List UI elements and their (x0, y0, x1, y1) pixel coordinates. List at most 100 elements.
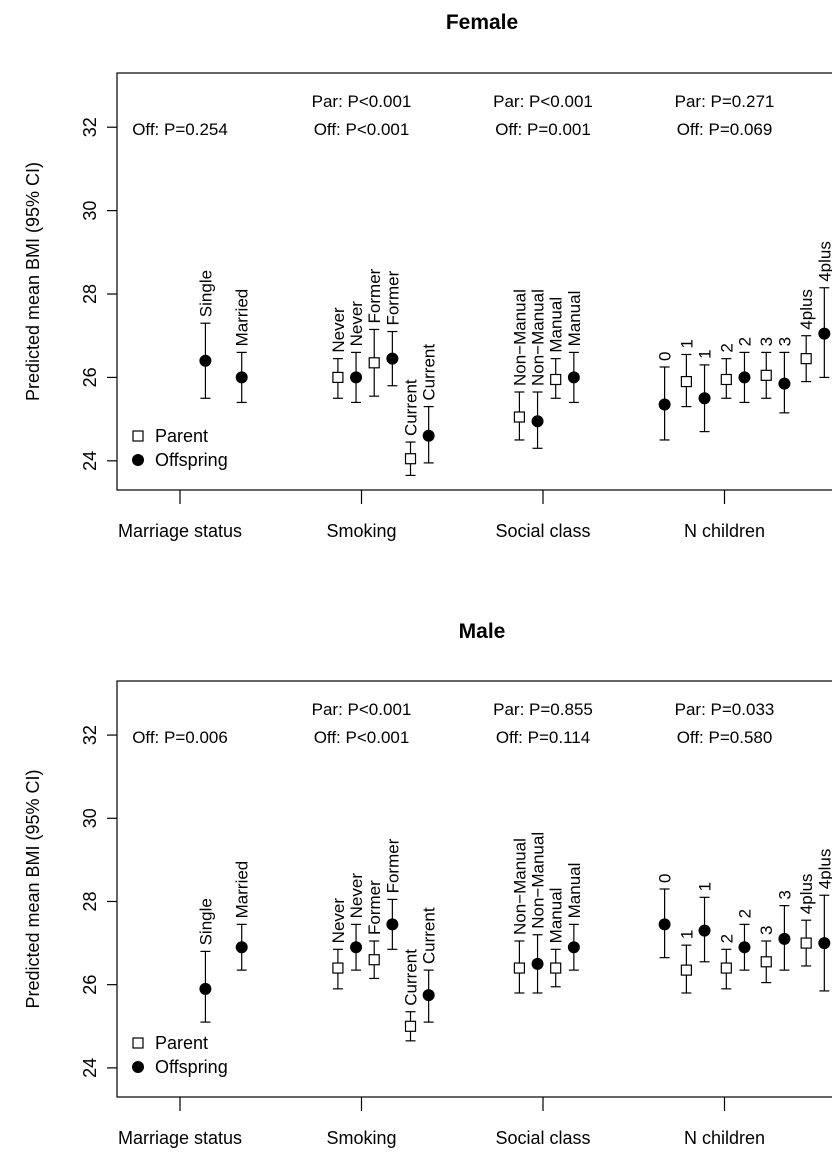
point-label: Never (347, 873, 366, 919)
offspring-point (698, 924, 711, 937)
x-group-label: N children (684, 1128, 765, 1148)
offspring-point (778, 932, 791, 945)
point-label: 4plus (797, 874, 816, 915)
legend-parent-label: Parent (155, 426, 208, 446)
parent-point (720, 962, 732, 974)
point-label: Former (383, 270, 402, 325)
offspring-point (738, 941, 751, 954)
x-group-label: Social class (495, 1128, 590, 1148)
legend: Parent Offspring (132, 426, 228, 470)
offspring-p-value: Off: P=0.580 (677, 728, 773, 747)
legend-offspring-label: Offspring (155, 1057, 228, 1077)
point-label: Current (420, 907, 439, 964)
point-label: 1 (696, 882, 715, 891)
offspring-p-value: Off: P=0.001 (495, 120, 591, 139)
point-label: 0 (656, 352, 675, 361)
parent-point (720, 373, 732, 386)
parent-p-value: Par: P=0.855 (493, 700, 593, 719)
plot-frame (116, 680, 832, 1098)
parent-point (404, 1020, 417, 1032)
point-label: Manual (547, 297, 566, 353)
point-label: 1 (696, 349, 715, 358)
offspring-point (386, 352, 399, 365)
point-label: 3 (775, 890, 794, 899)
parent-point (332, 962, 344, 974)
point-label: 1 (677, 930, 696, 939)
point-label: Married (233, 289, 252, 347)
point-label: 4plus (797, 289, 816, 330)
parent-point (760, 956, 772, 968)
point-label: Former (365, 268, 384, 323)
offspring-point (778, 377, 791, 390)
point-label: 2 (717, 343, 736, 352)
point-label: 1 (677, 339, 696, 348)
chart-title: Female (446, 11, 518, 34)
parent-point (760, 369, 772, 381)
legend-parent-label: Parent (155, 1033, 208, 1053)
x-group-label: N children (684, 521, 765, 541)
point-label: 0 (656, 874, 675, 883)
legend-offspring-marker (132, 454, 144, 466)
point-label: 3 (757, 337, 776, 346)
offspring-point (567, 371, 580, 384)
offspring-point (738, 371, 751, 384)
point-label: Non−Manual (529, 832, 548, 929)
parent-point (800, 937, 812, 949)
point-label: 3 (775, 337, 794, 346)
parent-point (332, 371, 344, 384)
legend-offspring-label: Offspring (155, 450, 228, 470)
parent-point (550, 962, 562, 974)
parent-p-value: Par: P<0.001 (312, 92, 412, 111)
y-axis-label: Predicted mean BMI (95% CI) (23, 769, 43, 1008)
offspring-p-value: Off: P=0.114 (496, 728, 590, 747)
x-group-label: Smoking (326, 1128, 396, 1148)
parent-point (513, 962, 526, 974)
point-label: Married (233, 861, 252, 919)
point-label: Non−Manual (510, 289, 529, 386)
point-label: Single (196, 270, 215, 317)
point-label: Current (402, 949, 421, 1006)
offspring-point (567, 941, 580, 954)
parent-p-value: Par: P=0.033 (675, 700, 775, 719)
offspring-p-value: Off: P<0.001 (314, 728, 410, 747)
y-tick-label: 30 (80, 201, 100, 221)
offspring-point (422, 429, 435, 442)
point-label: Manual (565, 863, 584, 919)
offspring-point (386, 918, 399, 931)
offspring-point (350, 371, 363, 384)
point-label: 4plus (815, 241, 832, 282)
y-tick-label: 24 (80, 1058, 100, 1078)
point-label: 2 (735, 337, 754, 346)
offspring-point (422, 989, 435, 1002)
y-tick-label: 32 (80, 117, 100, 137)
parent-point (800, 353, 812, 365)
parent-point (513, 411, 526, 423)
y-axis-label: Predicted mean BMI (95% CI) (23, 162, 43, 401)
legend: Parent Offspring (132, 1033, 228, 1077)
offspring-point (235, 371, 248, 384)
parent-p-value: Par: P<0.001 (312, 700, 412, 719)
point-label: 2 (735, 909, 754, 918)
parent-point (680, 964, 692, 976)
offspring-p-value: Off: P=0.254 (132, 120, 228, 139)
offspring-p-value: Off: P=0.006 (132, 728, 228, 747)
point-label: 4plus (815, 849, 832, 890)
offspring-point (818, 937, 831, 950)
legend-parent-marker (132, 1037, 144, 1049)
parent-p-value: Par: P<0.001 (493, 92, 593, 111)
offspring-point (235, 941, 248, 954)
point-label: Current (420, 344, 439, 401)
y-tick-label: 26 (80, 975, 100, 995)
point-label: Non−Manual (510, 838, 529, 935)
offspring-p-value: Off: P=0.069 (677, 120, 773, 139)
point-label: Former (365, 880, 384, 935)
y-tick-label: 32 (80, 725, 100, 745)
offspring-point (199, 982, 212, 995)
chart-title: Male (459, 620, 506, 643)
point-label: Non−Manual (529, 289, 548, 386)
parent-point (368, 357, 380, 369)
offspring-point (658, 398, 671, 411)
